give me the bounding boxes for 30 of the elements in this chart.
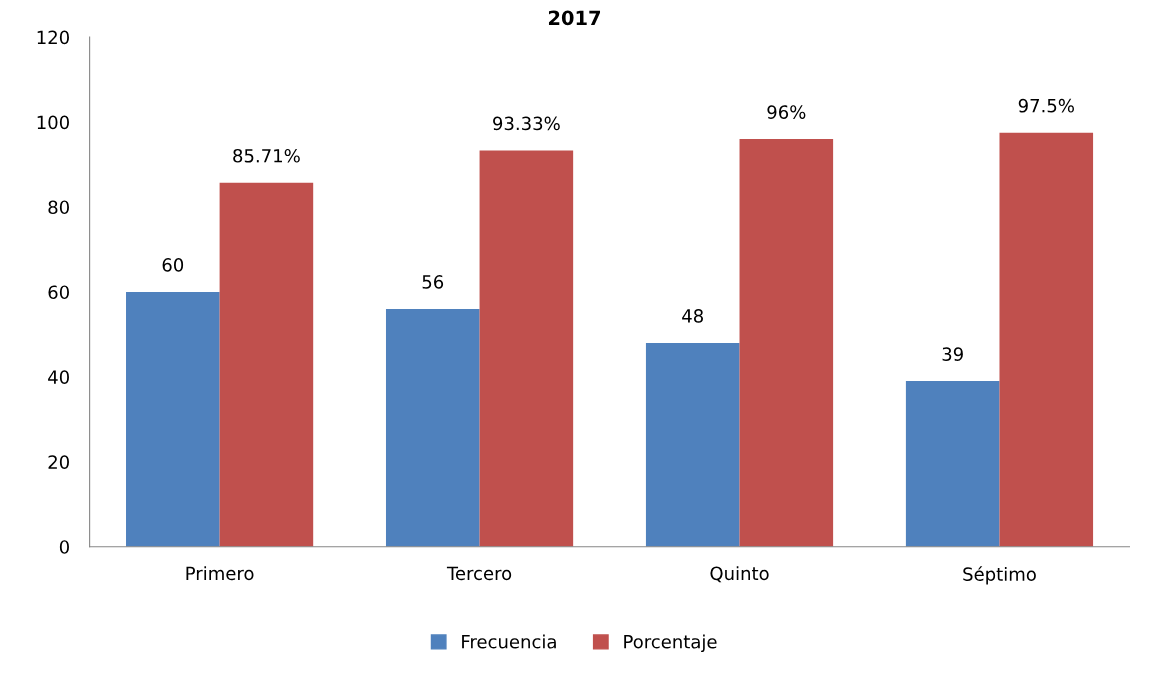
data-label: 56 (422, 275, 444, 289)
y-tick-label: 80 (48, 200, 69, 215)
x-tick-label: Tercero (446, 566, 512, 581)
bar (126, 291, 220, 547)
data-label: 93.33% (493, 116, 560, 131)
chart-title: 2017 (548, 10, 601, 26)
x-tick-label: Quinto (710, 566, 769, 583)
data-label: 60 (162, 258, 184, 272)
y-tick-label: 120 (37, 30, 69, 45)
data-label: 39 (942, 347, 963, 361)
legend-label: Porcentaje (624, 634, 717, 652)
y-tick-label: 40 (48, 370, 69, 384)
data-label: 85.71% (233, 148, 300, 163)
x-tick-label: Séptimo (963, 566, 1036, 585)
data-label: 96% (767, 105, 806, 119)
bar (645, 342, 740, 547)
y-tick-label: 60 (48, 285, 69, 300)
data-label: 97.5% (1018, 98, 1074, 113)
y-tick-label: 20 (48, 455, 69, 469)
bar (219, 182, 314, 547)
y-tick-label: 100 (37, 115, 69, 130)
bar (999, 132, 1094, 547)
bar (479, 150, 574, 547)
bar (905, 381, 1000, 547)
bar (385, 308, 480, 547)
x-tick-label: Primero (186, 566, 254, 581)
y-tick-label: 0 (59, 540, 69, 554)
bar (739, 139, 834, 547)
data-label: 48 (682, 309, 703, 323)
legend-label: Frecuencia (462, 634, 556, 649)
